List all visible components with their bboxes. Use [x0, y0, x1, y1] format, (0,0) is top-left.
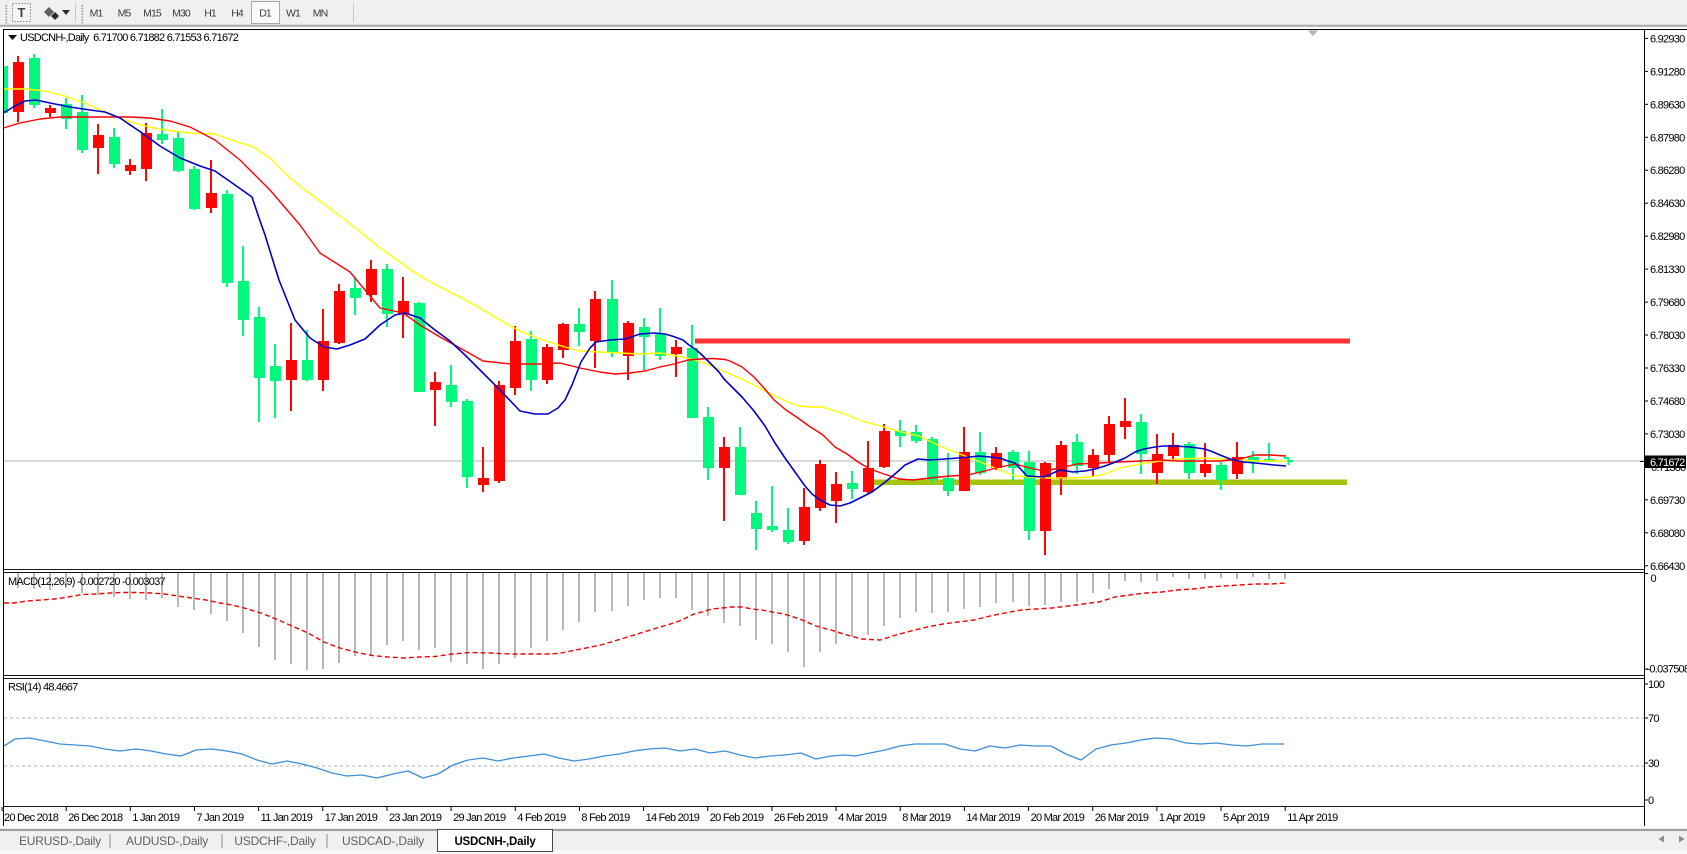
svg-text:8 Feb 2019: 8 Feb 2019: [581, 812, 630, 824]
svg-text:29 Jan 2019: 29 Jan 2019: [453, 812, 506, 824]
svg-text:4 Feb 2019: 4 Feb 2019: [517, 812, 566, 824]
svg-text:20 Dec 2018: 20 Dec 2018: [4, 812, 59, 824]
svg-text:6.74680: 6.74680: [1650, 396, 1685, 408]
svg-text:26 Mar 2019: 26 Mar 2019: [1095, 812, 1149, 824]
svg-text:USDCHF-,Daily: USDCHF-,Daily: [234, 834, 316, 848]
svg-text:23 Jan 2019: 23 Jan 2019: [389, 812, 442, 824]
svg-text:8 Mar 2019: 8 Mar 2019: [902, 812, 951, 824]
svg-text:14 Mar 2019: 14 Mar 2019: [966, 812, 1020, 824]
svg-text:6.76330: 6.76330: [1650, 363, 1685, 375]
svg-text:11 Jan 2019: 11 Jan 2019: [261, 812, 313, 824]
svg-text:70: 70: [1648, 713, 1659, 725]
svg-text:6.89630: 6.89630: [1650, 99, 1685, 111]
svg-text:17 Jan 2019: 17 Jan 2019: [325, 812, 378, 824]
svg-text:H1: H1: [204, 8, 217, 20]
svg-text:0: 0: [1651, 573, 1657, 585]
svg-text:6.79680: 6.79680: [1650, 297, 1685, 309]
svg-text:30: 30: [1648, 758, 1659, 770]
svg-text:11 Apr 2019: 11 Apr 2019: [1287, 812, 1338, 824]
svg-text:M30: M30: [172, 8, 191, 20]
svg-text:USDCNH-,Daily: USDCNH-,Daily: [454, 836, 536, 848]
svg-text:RSI(14) 48.4667: RSI(14) 48.4667: [8, 682, 78, 694]
svg-text:EURUSD-,Daily: EURUSD-,Daily: [19, 834, 101, 848]
svg-text:MN: MN: [313, 8, 328, 20]
svg-text:6.73030: 6.73030: [1650, 429, 1685, 441]
svg-text:6.66430: 6.66430: [1650, 561, 1685, 573]
svg-text:AUDUSD-,Daily: AUDUSD-,Daily: [126, 834, 208, 848]
svg-text:6.91280: 6.91280: [1650, 66, 1685, 78]
svg-text:6.82980: 6.82980: [1650, 231, 1685, 243]
svg-text:6.69730: 6.69730: [1650, 495, 1685, 507]
svg-text:1 Apr 2019: 1 Apr 2019: [1159, 812, 1205, 824]
svg-text:6.86280: 6.86280: [1650, 165, 1685, 177]
svg-text:6.78030: 6.78030: [1650, 330, 1685, 342]
svg-text:M15: M15: [143, 8, 162, 20]
svg-text:1 Jan 2019: 1 Jan 2019: [132, 812, 180, 824]
svg-text:H4: H4: [231, 8, 244, 20]
svg-text:M5: M5: [118, 8, 132, 20]
svg-text:T: T: [18, 5, 26, 20]
svg-text:20 Feb 2019: 20 Feb 2019: [710, 812, 764, 824]
svg-text:D1: D1: [259, 8, 272, 20]
svg-text:M1: M1: [90, 8, 104, 20]
svg-text:20 Mar 2019: 20 Mar 2019: [1031, 812, 1085, 824]
svg-text:14 Feb 2019: 14 Feb 2019: [646, 812, 700, 824]
svg-text:100: 100: [1648, 679, 1665, 691]
svg-text:6.71672: 6.71672: [1650, 457, 1685, 469]
svg-text:7 Jan 2019: 7 Jan 2019: [197, 812, 245, 824]
svg-text:USDCNH-,Daily 6.71700 6.71882: USDCNH-,Daily 6.71700 6.71882 6.71553 6.…: [20, 32, 239, 44]
svg-text:5 Apr 2019: 5 Apr 2019: [1223, 812, 1269, 824]
svg-text:-0.037508: -0.037508: [1647, 664, 1687, 676]
svg-text:6.87980: 6.87980: [1650, 132, 1685, 144]
svg-text:6.68080: 6.68080: [1650, 528, 1685, 540]
svg-text:6.84630: 6.84630: [1650, 198, 1685, 210]
svg-text:6.92930: 6.92930: [1650, 33, 1685, 45]
svg-text:26 Dec 2018: 26 Dec 2018: [68, 812, 123, 824]
svg-text:W1: W1: [286, 8, 301, 20]
svg-text:6.81330: 6.81330: [1650, 264, 1685, 276]
svg-text:MACD(12,26,9) -0.002720 -0.003: MACD(12,26,9) -0.002720 -0.003037: [8, 576, 165, 588]
svg-text:26 Feb 2019: 26 Feb 2019: [774, 812, 828, 824]
svg-text:4 Mar 2019: 4 Mar 2019: [838, 812, 887, 824]
svg-text:0: 0: [1648, 795, 1654, 807]
svg-text:USDCAD-,Daily: USDCAD-,Daily: [342, 834, 424, 848]
